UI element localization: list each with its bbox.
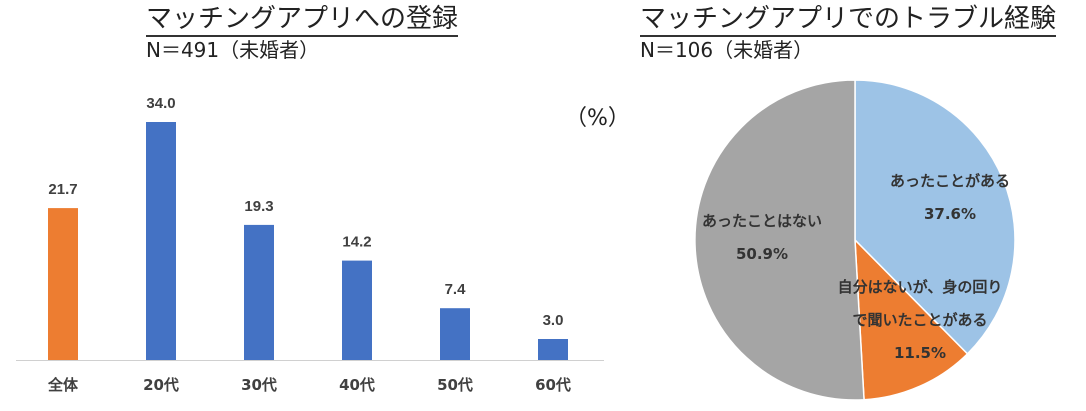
pie-value-label-0: 37.6% [924, 205, 976, 223]
pie-chart-subtitle: N＝106（未婚者） [640, 38, 814, 62]
pie-value-label-2: 50.9% [736, 245, 788, 263]
pie-label-1-line-1: で聞いたことがある [852, 311, 987, 329]
bar-chart-subtitle: N＝491（未婚者） [146, 38, 320, 62]
bar-value-label-0: 21.7 [48, 181, 77, 198]
pie-slice-0 [854, 79, 1016, 355]
pie-label-2-line-0: あったことはない [702, 212, 822, 230]
bar-value-label-2: 19.3 [244, 198, 273, 215]
bar-3 [342, 260, 372, 360]
pie-slice-1 [854, 238, 969, 401]
pie-chart-title: マッチングアプリでのトラブル経験 [640, 4, 1057, 37]
bar-value-label-1: 34.0 [146, 95, 175, 112]
x-tick-label-5: 60代 [535, 376, 571, 394]
unit-label: （%） [565, 106, 630, 131]
x-tick-label-4: 50代 [437, 376, 473, 394]
bar-chart: 21.7 全体 34.0 20代 19.3 30代 14.2 40代 7.4 50代 3.0 60代 [16, 95, 604, 394]
bar-0 [48, 208, 78, 360]
bar-value-label-4: 7.4 [445, 281, 467, 298]
x-tick-label-1: 20代 [143, 376, 179, 394]
bar-4 [440, 308, 470, 360]
pie-value-label-1: 11.5% [894, 344, 946, 362]
pie-label-1-line-0: 自分はないが、身の回り [838, 278, 1003, 296]
bar-value-label-5: 3.0 [543, 312, 564, 329]
bar-value-label-3: 14.2 [342, 234, 371, 251]
x-tick-label-2: 30代 [241, 376, 277, 394]
bar-1 [146, 122, 176, 360]
bar-5 [538, 339, 568, 360]
x-tick-label-0: 全体 [47, 376, 79, 394]
pie-label-0-line-0: あったことがある [890, 172, 1010, 190]
pie-slice-2 [694, 79, 865, 401]
x-tick-label-3: 40代 [339, 376, 375, 394]
bar-2 [244, 224, 274, 360]
bar-chart-title: マッチングアプリへの登録 [146, 4, 459, 37]
